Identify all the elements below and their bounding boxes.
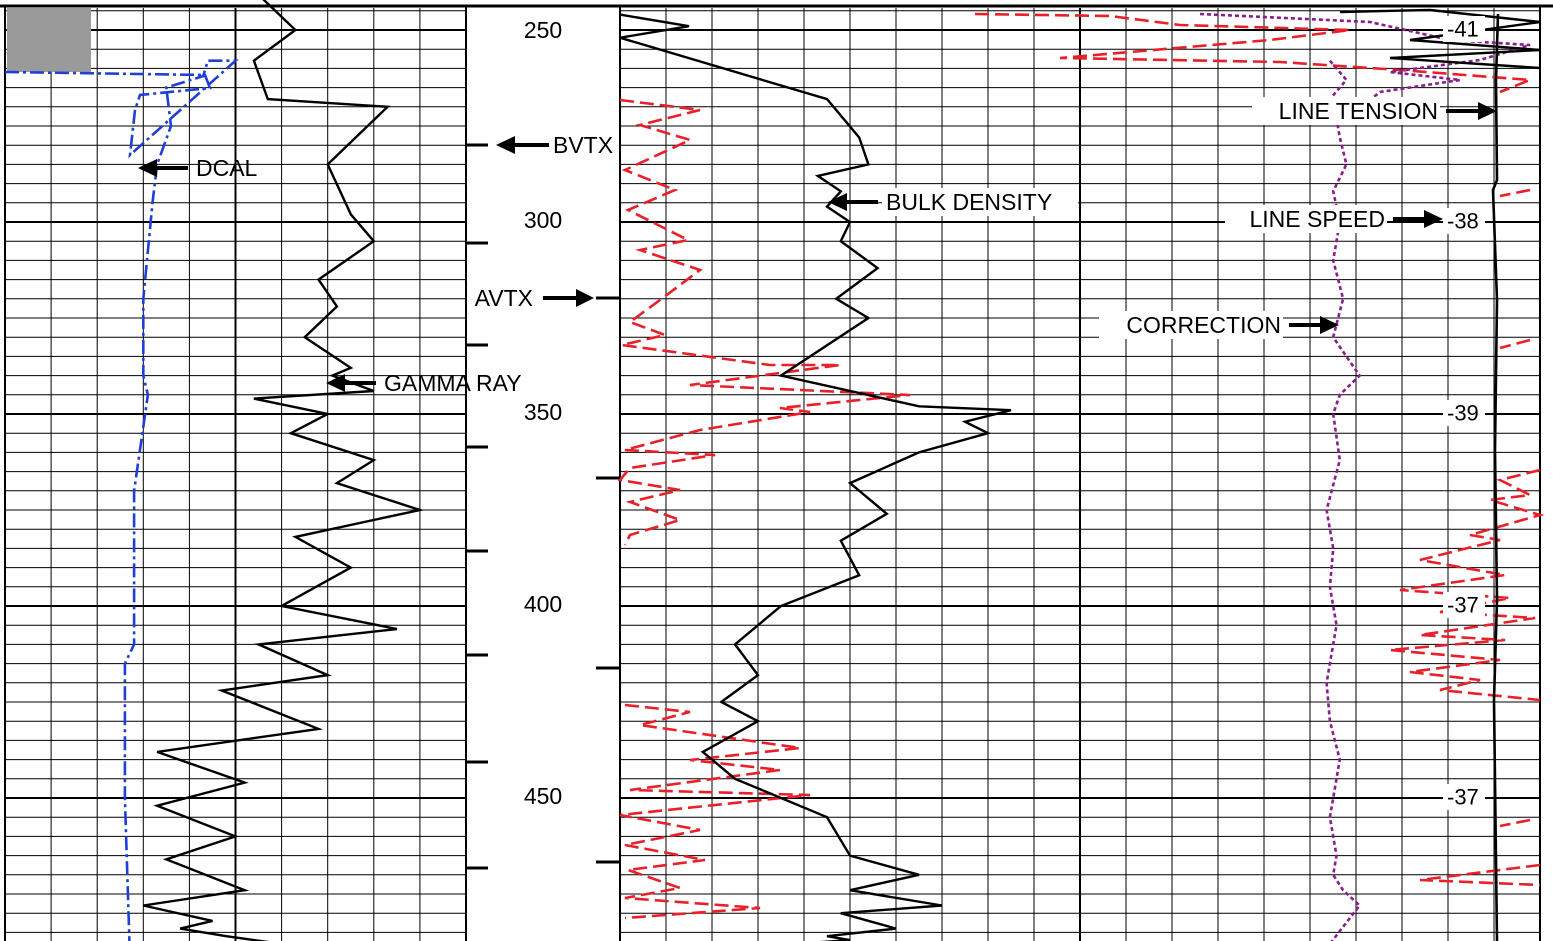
gamma-ray-curve [143, 0, 425, 941]
calibration-patch [7, 8, 91, 72]
tension-scale-label-3: -37 [1447, 593, 1479, 618]
tension-scale-label-0: -41 [1447, 17, 1479, 42]
dcal-arrowhead [138, 159, 157, 177]
speed-label-bg [1225, 205, 1387, 233]
tension-scale-bg-1 [1443, 208, 1485, 234]
line-speed-arrowhead [1424, 210, 1443, 228]
line-tension-curve-top [1339, 8, 1541, 70]
red-dashed-curve-track2-lower [619, 703, 811, 920]
bvtx-annotation: BVTX [496, 132, 613, 158]
gamma-annotation: GAMMA RAY [326, 370, 522, 396]
bvtx-label: BVTX [553, 132, 613, 158]
tension-scale-label-1: -38 [1447, 209, 1479, 234]
bulk-label-bg [882, 188, 1078, 216]
gamma-ray-arrowhead [326, 374, 345, 392]
avtx-annotation: AVTX [475, 285, 594, 311]
speed-annotation: LINE SPEED [1225, 205, 1443, 233]
bulk-annotation: BULK DENSITY [828, 188, 1078, 216]
depth-label-300: 300 [524, 207, 562, 233]
dcal-label: DCAL [196, 155, 258, 181]
line-speed-label: LINE SPEED [1250, 206, 1386, 232]
bulk-density-arrowhead [828, 193, 847, 211]
correction-label-bg [1099, 311, 1283, 339]
correction-label: CORRECTION [1126, 312, 1281, 338]
tension-scale-bg-4 [1443, 784, 1485, 810]
avtx-arrowhead [576, 289, 594, 307]
tension-annotation: LINE TENSION [1252, 97, 1497, 125]
track2-grid [619, 8, 1541, 941]
depth-label-450: 450 [524, 783, 562, 809]
dcal-curve [4, 59, 239, 941]
dcal-annotation: DCAL [138, 155, 258, 181]
line-tension-arrowhead [1478, 102, 1497, 120]
line-tension-label: LINE TENSION [1279, 98, 1438, 124]
correction-annotation: CORRECTION [1099, 311, 1339, 339]
bvtx-arrowhead [496, 136, 515, 154]
tension-scale-label-2: -39 [1447, 401, 1479, 426]
tension-scale-bg-3 [1443, 592, 1485, 618]
line-tension-curve [1491, 13, 1500, 941]
depth-track-ticks [466, 143, 620, 870]
line-speed-curve [1325, 59, 1362, 941]
depth-label-250: 250 [524, 17, 562, 43]
bulk-density-label: BULK DENSITY [886, 189, 1052, 215]
gamma-ray-label: GAMMA RAY [384, 370, 522, 396]
curves-layer [4, 0, 1545, 941]
line-speed-curve-top [1199, 12, 1531, 111]
red-dashed-curve-track2 [617, 98, 911, 546]
tension-scale-label-4: -37 [1447, 785, 1479, 810]
tension-label-bg [1252, 97, 1440, 125]
tension-scale-bg-0 [1443, 16, 1485, 42]
depth-label-350: 350 [524, 399, 562, 425]
tension-scale-bg-2 [1443, 400, 1485, 426]
bulk-density-curve [619, 13, 1012, 941]
correction-arrowhead [1320, 316, 1339, 334]
avtx-label: AVTX [475, 285, 533, 311]
depth-label-400: 400 [524, 591, 562, 617]
